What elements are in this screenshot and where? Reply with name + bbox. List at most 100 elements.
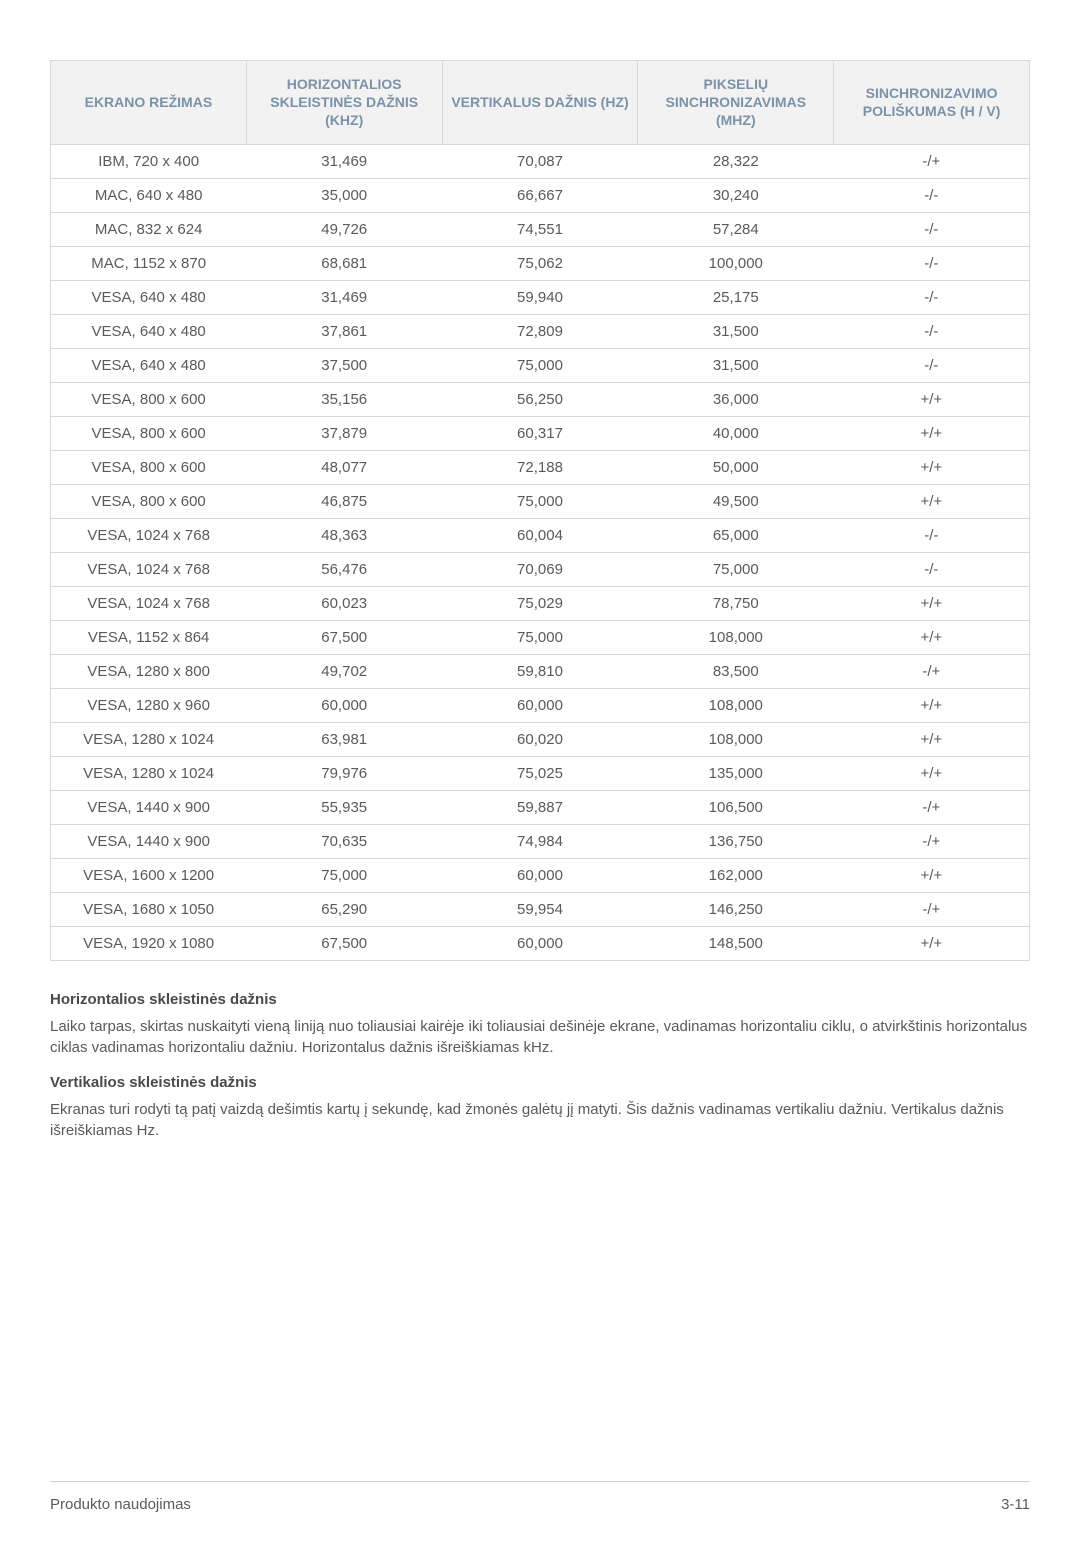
table-cell: 40,000 — [638, 416, 834, 450]
table-cell: 55,935 — [246, 790, 442, 824]
table-cell: +/+ — [834, 586, 1030, 620]
table-cell: 75,000 — [442, 620, 638, 654]
table-cell: 59,810 — [442, 654, 638, 688]
table-cell: 66,667 — [442, 178, 638, 212]
table-cell: 60,000 — [442, 688, 638, 722]
table-cell: VESA, 640 x 480 — [51, 280, 247, 314]
table-cell: 60,000 — [442, 926, 638, 960]
table-cell: +/+ — [834, 484, 1030, 518]
table-row: VESA, 1680 x 105065,29059,954146,250-/+ — [51, 892, 1030, 926]
table-row: VESA, 1280 x 80049,70259,81083,500-/+ — [51, 654, 1030, 688]
table-cell: 31,500 — [638, 348, 834, 382]
table-cell: -/- — [834, 518, 1030, 552]
table-cell: +/+ — [834, 926, 1030, 960]
table-cell: 65,290 — [246, 892, 442, 926]
table-cell: 49,726 — [246, 212, 442, 246]
table-row: IBM, 720 x 40031,46970,08728,322-/+ — [51, 144, 1030, 178]
table-cell: MAC, 640 x 480 — [51, 178, 247, 212]
table-cell: -/+ — [834, 654, 1030, 688]
table-cell: 79,976 — [246, 756, 442, 790]
table-cell: -/- — [834, 178, 1030, 212]
table-row: VESA, 800 x 60037,87960,31740,000+/+ — [51, 416, 1030, 450]
display-modes-table: EKRANO REŽIMAS HORIZONTALIOS SKLEISTINĖS… — [50, 60, 1030, 961]
table-cell: 83,500 — [638, 654, 834, 688]
table-cell: +/+ — [834, 416, 1030, 450]
table-cell: 37,500 — [246, 348, 442, 382]
table-cell: VESA, 1280 x 1024 — [51, 722, 247, 756]
table-cell: 63,981 — [246, 722, 442, 756]
footer-left: Produkto naudojimas — [50, 1496, 191, 1513]
table-cell: VESA, 1440 x 900 — [51, 824, 247, 858]
table-cell: 35,000 — [246, 178, 442, 212]
table-cell: -/- — [834, 212, 1030, 246]
table-header-row: EKRANO REŽIMAS HORIZONTALIOS SKLEISTINĖS… — [51, 61, 1030, 145]
table-cell: 31,469 — [246, 144, 442, 178]
table-cell: 75,025 — [442, 756, 638, 790]
table-row: MAC, 1152 x 87068,68175,062100,000-/- — [51, 246, 1030, 280]
table-cell: 146,250 — [638, 892, 834, 926]
table-cell: VESA, 800 x 600 — [51, 484, 247, 518]
table-cell: VESA, 800 x 600 — [51, 450, 247, 484]
table-cell: 46,875 — [246, 484, 442, 518]
table-cell: 108,000 — [638, 620, 834, 654]
table-cell: 108,000 — [638, 722, 834, 756]
table-cell: +/+ — [834, 688, 1030, 722]
table-cell: 67,500 — [246, 926, 442, 960]
table-cell: 148,500 — [638, 926, 834, 960]
table-cell: -/+ — [834, 824, 1030, 858]
table-row: VESA, 1152 x 86467,50075,000108,000+/+ — [51, 620, 1030, 654]
table-row: VESA, 640 x 48037,50075,00031,500-/- — [51, 348, 1030, 382]
col-header-mode: EKRANO REŽIMAS — [51, 61, 247, 145]
table-cell: VESA, 800 x 600 — [51, 382, 247, 416]
col-header-hfreq: HORIZONTALIOS SKLEISTINĖS DAŽNIS (KHZ) — [246, 61, 442, 145]
page-footer: Produkto naudojimas 3-11 — [50, 1481, 1030, 1513]
table-cell: 35,156 — [246, 382, 442, 416]
table-cell: 72,809 — [442, 314, 638, 348]
table-cell: 100,000 — [638, 246, 834, 280]
table-row: VESA, 800 x 60035,15656,25036,000+/+ — [51, 382, 1030, 416]
table-cell: 60,000 — [246, 688, 442, 722]
table-row: VESA, 800 x 60048,07772,18850,000+/+ — [51, 450, 1030, 484]
table-cell: -/+ — [834, 790, 1030, 824]
table-cell: 68,681 — [246, 246, 442, 280]
table-cell: 25,175 — [638, 280, 834, 314]
table-cell: 74,551 — [442, 212, 638, 246]
table-row: VESA, 1280 x 102463,98160,020108,000+/+ — [51, 722, 1030, 756]
table-cell: 75,000 — [442, 348, 638, 382]
table-cell: 75,029 — [442, 586, 638, 620]
table-cell: 49,702 — [246, 654, 442, 688]
table-cell: VESA, 1024 x 768 — [51, 586, 247, 620]
col-header-vfreq: VERTIKALUS DAŽNIS (HZ) — [442, 61, 638, 145]
table-cell: VESA, 800 x 600 — [51, 416, 247, 450]
table-cell: 75,000 — [246, 858, 442, 892]
table-cell: 75,000 — [638, 552, 834, 586]
table-cell: +/+ — [834, 756, 1030, 790]
table-cell: VESA, 1280 x 800 — [51, 654, 247, 688]
table-cell: 49,500 — [638, 484, 834, 518]
table-cell: MAC, 1152 x 870 — [51, 246, 247, 280]
table-cell: -/- — [834, 314, 1030, 348]
table-row: VESA, 1440 x 90055,93559,887106,500-/+ — [51, 790, 1030, 824]
table-cell: 70,635 — [246, 824, 442, 858]
table-cell: IBM, 720 x 400 — [51, 144, 247, 178]
table-row: VESA, 640 x 48037,86172,80931,500-/- — [51, 314, 1030, 348]
table-cell: 136,750 — [638, 824, 834, 858]
table-cell: +/+ — [834, 858, 1030, 892]
section-body: Ekranas turi rodyti tą patį vaizdą dešim… — [50, 1099, 1030, 1141]
table-cell: 75,062 — [442, 246, 638, 280]
table-cell: +/+ — [834, 722, 1030, 756]
section-heading: Horizontalios skleistinės dažnis — [50, 991, 1030, 1008]
table-cell: VESA, 1440 x 900 — [51, 790, 247, 824]
section-heading: Vertikalios skleistinės dažnis — [50, 1074, 1030, 1091]
table-cell: 59,940 — [442, 280, 638, 314]
table-cell: 30,240 — [638, 178, 834, 212]
table-row: VESA, 1024 x 76860,02375,02978,750+/+ — [51, 586, 1030, 620]
table-cell: 75,000 — [442, 484, 638, 518]
table-cell: VESA, 1152 x 864 — [51, 620, 247, 654]
table-cell: 59,954 — [442, 892, 638, 926]
table-row: VESA, 800 x 60046,87575,00049,500+/+ — [51, 484, 1030, 518]
table-cell: 37,861 — [246, 314, 442, 348]
table-cell: 67,500 — [246, 620, 442, 654]
table-cell: -/- — [834, 246, 1030, 280]
table-cell: 59,887 — [442, 790, 638, 824]
